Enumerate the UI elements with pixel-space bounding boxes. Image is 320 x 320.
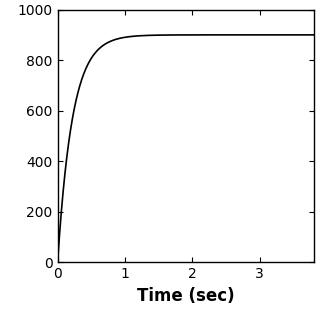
X-axis label: Time (sec): Time (sec)	[137, 287, 235, 305]
